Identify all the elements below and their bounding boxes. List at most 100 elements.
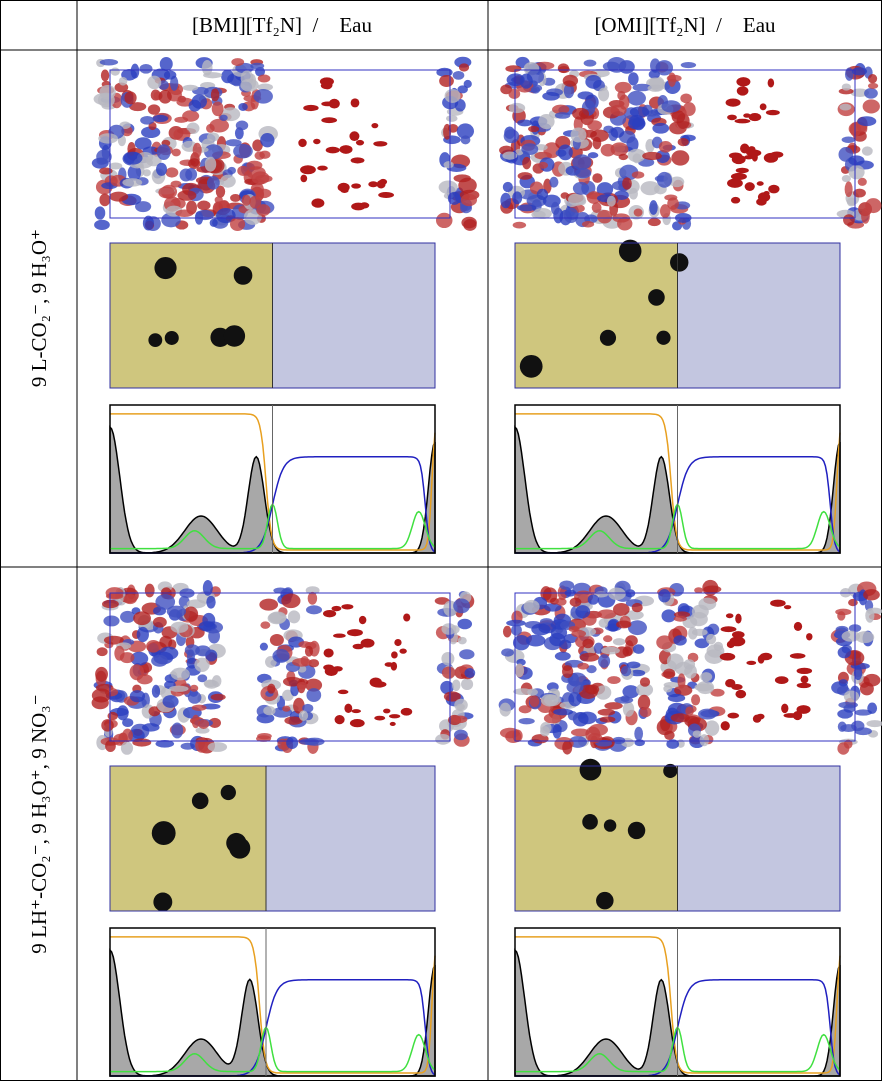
molecule bbox=[841, 83, 852, 91]
molecule bbox=[152, 616, 167, 628]
molecule bbox=[502, 181, 513, 193]
molecule bbox=[400, 707, 413, 716]
ligand bbox=[151, 821, 176, 845]
molecule bbox=[584, 684, 600, 695]
molecule bbox=[591, 202, 602, 213]
molecule bbox=[557, 63, 569, 73]
molecule bbox=[843, 690, 860, 703]
molecule bbox=[171, 722, 184, 739]
molecule bbox=[461, 678, 474, 691]
molecule bbox=[557, 144, 573, 161]
ligand bbox=[519, 354, 543, 378]
molecule bbox=[731, 631, 745, 639]
molecule bbox=[256, 735, 272, 742]
molecule bbox=[677, 673, 686, 689]
molecule bbox=[98, 133, 118, 144]
molecule bbox=[577, 662, 589, 670]
molecule bbox=[527, 688, 538, 696]
molecule bbox=[612, 736, 626, 745]
molecule bbox=[197, 674, 208, 683]
molecule bbox=[174, 116, 189, 123]
molecule bbox=[204, 144, 224, 160]
molecule bbox=[257, 74, 271, 83]
molecule bbox=[250, 62, 265, 70]
il-phase bbox=[110, 243, 273, 388]
molecule bbox=[648, 69, 660, 79]
molecule bbox=[595, 685, 612, 700]
molecule bbox=[736, 77, 751, 87]
molecule bbox=[159, 57, 173, 72]
molecule bbox=[618, 153, 629, 161]
molecule bbox=[865, 608, 875, 623]
molecule bbox=[241, 194, 251, 206]
molecule bbox=[549, 176, 559, 188]
molecule bbox=[460, 193, 478, 207]
molecule bbox=[704, 649, 724, 664]
molecule bbox=[514, 663, 525, 678]
molecule bbox=[629, 106, 650, 118]
molecule bbox=[587, 594, 599, 605]
molecule bbox=[169, 685, 189, 692]
molecule bbox=[122, 728, 133, 743]
molecule bbox=[667, 72, 677, 87]
molecule bbox=[727, 712, 740, 719]
molecule bbox=[399, 648, 407, 654]
water-phase bbox=[677, 766, 840, 911]
molecule bbox=[391, 651, 398, 659]
molecule bbox=[374, 715, 386, 721]
molecule bbox=[736, 86, 749, 96]
molecule bbox=[515, 148, 524, 156]
molecule bbox=[683, 659, 696, 670]
molecule bbox=[453, 598, 470, 614]
molecule bbox=[606, 195, 616, 207]
ligand bbox=[153, 892, 173, 912]
ligand bbox=[603, 819, 617, 832]
molecule bbox=[861, 146, 873, 156]
molecule bbox=[521, 143, 539, 156]
molecule bbox=[862, 99, 880, 114]
molecule bbox=[554, 651, 571, 661]
molecule bbox=[123, 151, 143, 165]
molecule bbox=[767, 78, 775, 88]
ligand bbox=[618, 239, 642, 263]
molecule bbox=[502, 151, 518, 160]
molecule bbox=[562, 74, 579, 87]
molecule bbox=[254, 151, 265, 160]
molecule bbox=[633, 208, 643, 217]
molecule bbox=[371, 122, 379, 129]
molecule bbox=[317, 165, 328, 171]
molecule bbox=[352, 643, 364, 650]
ligand bbox=[229, 837, 251, 859]
molecule bbox=[710, 688, 725, 697]
molecule bbox=[130, 63, 140, 79]
molecule bbox=[188, 99, 202, 112]
molecule bbox=[100, 69, 110, 82]
molecule bbox=[841, 630, 861, 642]
molecule bbox=[136, 626, 149, 643]
molecule bbox=[841, 174, 851, 183]
molecule bbox=[195, 645, 211, 657]
molecule bbox=[562, 665, 574, 678]
molecule bbox=[499, 702, 511, 717]
molecule bbox=[186, 599, 206, 609]
molecule bbox=[770, 599, 786, 607]
molecule bbox=[209, 218, 218, 227]
molecule bbox=[206, 595, 216, 609]
molecule bbox=[703, 585, 722, 594]
molecule bbox=[512, 221, 527, 229]
molecule bbox=[512, 191, 523, 205]
molecule bbox=[604, 702, 623, 710]
molecule bbox=[170, 621, 189, 633]
molecule bbox=[204, 156, 217, 172]
molecule bbox=[166, 605, 186, 618]
molecule bbox=[443, 123, 452, 140]
molecule bbox=[854, 727, 872, 736]
molecule bbox=[837, 742, 850, 755]
molecule bbox=[284, 716, 303, 725]
molecule bbox=[632, 83, 652, 92]
molecule bbox=[171, 148, 181, 157]
molecule bbox=[105, 739, 116, 753]
molecule bbox=[622, 646, 633, 657]
molecule bbox=[835, 608, 852, 616]
molecule bbox=[122, 718, 134, 727]
